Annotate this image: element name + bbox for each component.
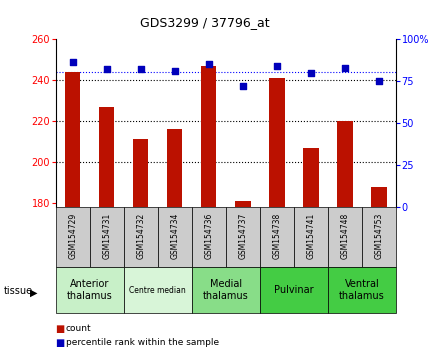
Text: Medial
thalamus: Medial thalamus xyxy=(203,279,249,301)
Bar xyxy=(303,148,319,207)
Text: ▶: ▶ xyxy=(30,288,38,298)
Text: GSM154748: GSM154748 xyxy=(340,213,349,259)
Point xyxy=(376,78,383,84)
Bar xyxy=(192,267,260,313)
Point xyxy=(307,70,315,75)
Bar xyxy=(328,267,396,313)
Bar xyxy=(99,107,114,207)
Bar xyxy=(133,139,148,207)
Bar xyxy=(56,207,90,267)
Bar xyxy=(124,267,192,313)
Bar xyxy=(294,207,328,267)
Bar xyxy=(235,201,251,207)
Text: GDS3299 / 37796_at: GDS3299 / 37796_at xyxy=(140,16,270,29)
Text: GSM154737: GSM154737 xyxy=(239,213,247,259)
Bar xyxy=(158,207,192,267)
Text: GSM154734: GSM154734 xyxy=(170,213,179,259)
Bar xyxy=(372,187,387,207)
Text: GSM154736: GSM154736 xyxy=(204,213,213,259)
Text: GSM154729: GSM154729 xyxy=(68,213,77,259)
Bar xyxy=(362,207,396,267)
Bar xyxy=(260,207,294,267)
Point xyxy=(341,65,348,70)
Text: GSM154732: GSM154732 xyxy=(136,213,145,259)
Text: percentile rank within the sample: percentile rank within the sample xyxy=(66,338,219,347)
Bar xyxy=(90,207,124,267)
Text: GSM154731: GSM154731 xyxy=(102,213,111,259)
Text: count: count xyxy=(66,324,92,333)
Point xyxy=(137,67,144,72)
Point xyxy=(103,67,110,72)
Bar xyxy=(226,207,260,267)
Bar xyxy=(56,267,124,313)
Bar xyxy=(328,207,362,267)
Point xyxy=(205,61,212,67)
Text: Pulvinar: Pulvinar xyxy=(274,285,314,295)
Bar xyxy=(124,207,158,267)
Bar xyxy=(167,129,182,207)
Text: ■: ■ xyxy=(56,324,65,333)
Bar xyxy=(260,267,328,313)
Text: ■: ■ xyxy=(56,338,65,348)
Bar xyxy=(337,121,352,207)
Text: Ventral
thalamus: Ventral thalamus xyxy=(339,279,385,301)
Point xyxy=(273,63,280,69)
Bar xyxy=(269,78,284,207)
Point xyxy=(239,83,247,89)
Point xyxy=(171,68,178,74)
Text: Centre median: Centre median xyxy=(129,286,186,295)
Text: tissue: tissue xyxy=(4,286,32,296)
Text: GSM154738: GSM154738 xyxy=(272,213,281,259)
Bar xyxy=(201,65,216,207)
Bar xyxy=(65,72,80,207)
Text: GSM154741: GSM154741 xyxy=(307,213,316,259)
Point xyxy=(69,60,76,65)
Text: Anterior
thalamus: Anterior thalamus xyxy=(67,279,113,301)
Text: GSM154753: GSM154753 xyxy=(375,213,384,259)
Bar xyxy=(192,207,226,267)
